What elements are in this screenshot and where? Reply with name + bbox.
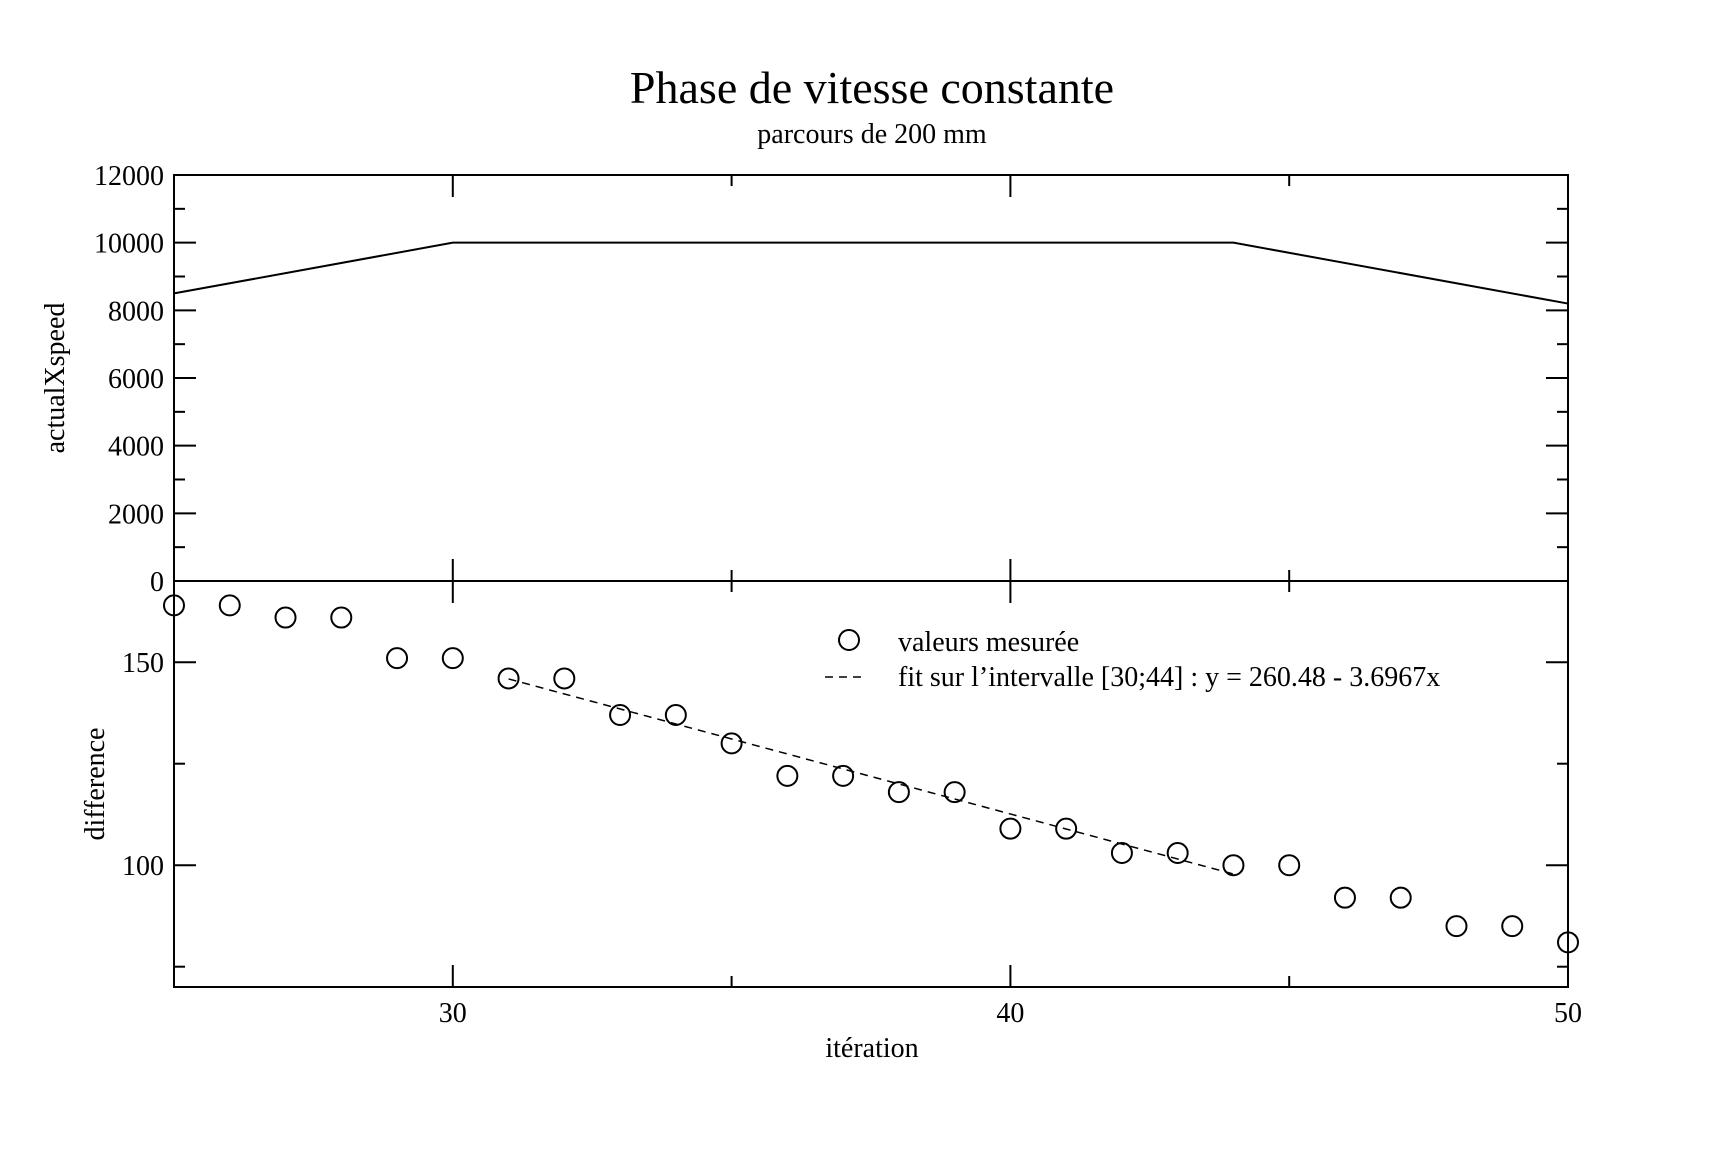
data-point <box>1222 854 1245 877</box>
data-point <box>218 594 241 617</box>
bottom-y-tick-label: 150 <box>122 648 164 679</box>
data-point <box>274 606 297 629</box>
data-point <box>1110 842 1133 865</box>
data-point <box>441 647 464 670</box>
y-axis-label-top: actualXspeed <box>40 303 71 454</box>
data-point <box>163 594 185 617</box>
top-y-tick-label: 6000 <box>108 364 164 395</box>
x-tick-label: 30 <box>439 998 467 1029</box>
x-axis: 30 40 50 <box>439 998 1582 1029</box>
series-line-actualXspeed <box>173 241 1569 305</box>
data-point <box>832 764 855 787</box>
data-point <box>720 732 743 755</box>
data-point <box>1055 817 1078 840</box>
data-point <box>609 703 632 726</box>
fit-line <box>508 678 1234 875</box>
data-point <box>1166 842 1189 865</box>
data-point <box>1445 915 1468 938</box>
x-tick-label: 50 <box>1554 998 1582 1029</box>
data-point <box>664 703 687 726</box>
top-y-tick-label: 4000 <box>108 432 164 463</box>
data-point <box>943 781 966 804</box>
bottom-plot-frame <box>173 580 1569 988</box>
data-point <box>999 817 1022 840</box>
top-panel: 0 2000 4000 6000 8000 10000 12000 <box>94 161 1569 598</box>
legend: valeurs mesurée fit sur l’intervalle [30… <box>825 627 1440 693</box>
data-point <box>1501 915 1524 938</box>
bottom-panel: 100 150 <box>122 580 1579 988</box>
data-point <box>497 667 520 690</box>
data-point <box>386 647 409 670</box>
top-y-tick-label: 12000 <box>94 161 164 192</box>
bottom-y-tick-label: 100 <box>122 851 164 882</box>
top-y-tick-label: 0 <box>150 567 164 598</box>
y-axis-label-bottom: difference <box>80 728 111 841</box>
top-plot-frame <box>173 174 1569 582</box>
x-tick-label: 40 <box>996 998 1024 1029</box>
data-point <box>1333 886 1356 909</box>
chart-title: Phase de vitesse constante <box>630 62 1114 113</box>
x-axis-label: itération <box>825 1033 918 1064</box>
data-point <box>553 667 576 690</box>
top-y-tick-label: 10000 <box>94 229 164 260</box>
top-y-tick-label: 8000 <box>108 296 164 327</box>
legend-label-measured: valeurs mesurée <box>898 627 1079 658</box>
data-point <box>330 606 353 629</box>
legend-label-fit: fit sur l’intervalle [30;44] : y = 260.4… <box>898 662 1440 693</box>
legend-marker-measured <box>838 629 860 651</box>
data-point <box>1389 886 1412 909</box>
chart-subtitle: parcours de 200 mm <box>757 119 987 150</box>
data-point <box>776 764 799 787</box>
data-point <box>1278 854 1301 877</box>
data-point <box>887 781 910 804</box>
data-point <box>1557 931 1579 954</box>
top-y-tick-label: 2000 <box>108 499 164 530</box>
